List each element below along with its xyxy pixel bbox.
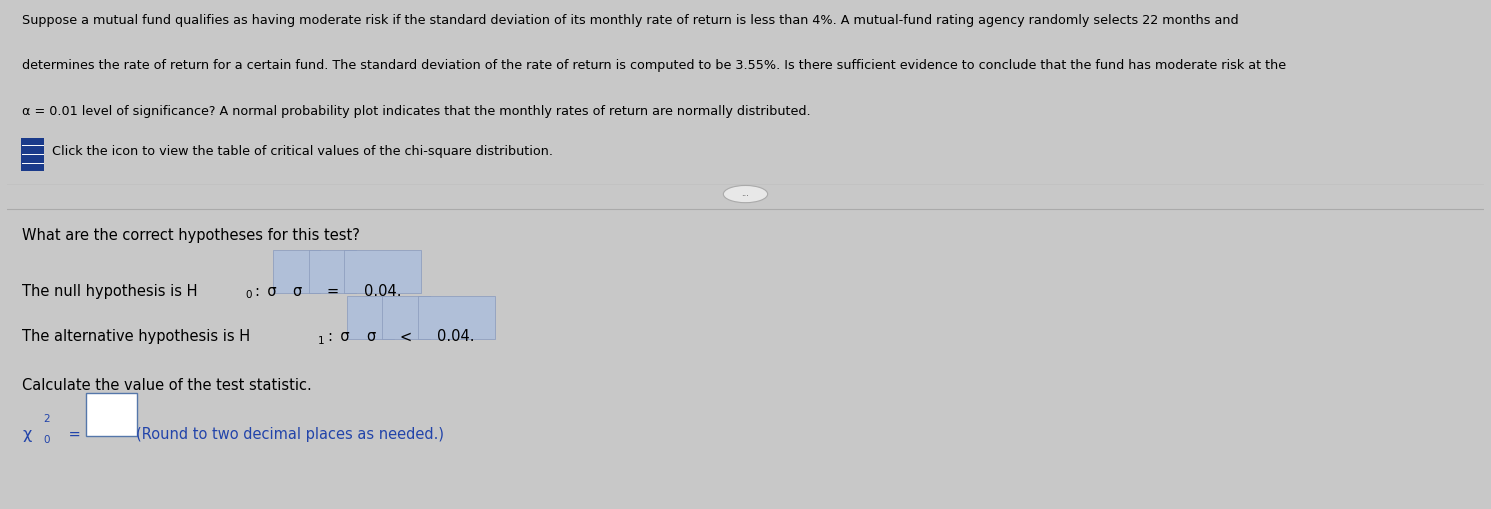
Text: =: = bbox=[327, 283, 338, 298]
Text: What are the correct hypotheses for this test?: What are the correct hypotheses for this… bbox=[22, 228, 361, 243]
Text: : σ: : σ bbox=[328, 329, 349, 344]
FancyBboxPatch shape bbox=[309, 251, 356, 294]
Text: 2: 2 bbox=[43, 413, 49, 423]
FancyBboxPatch shape bbox=[21, 139, 45, 172]
Text: Calculate the value of the test statistic.: Calculate the value of the test statisti… bbox=[22, 378, 312, 392]
FancyBboxPatch shape bbox=[85, 393, 137, 436]
Text: (Round to two decimal places as needed.): (Round to two decimal places as needed.) bbox=[136, 427, 444, 441]
Text: <: < bbox=[400, 329, 412, 344]
Ellipse shape bbox=[723, 186, 768, 203]
FancyBboxPatch shape bbox=[417, 297, 495, 340]
Text: 0.04.: 0.04. bbox=[437, 329, 476, 344]
Text: : σ: : σ bbox=[255, 283, 277, 298]
Text: 0.04.: 0.04. bbox=[364, 283, 401, 298]
Text: Click the icon to view the table of critical values of the chi-square distributi: Click the icon to view the table of crit… bbox=[52, 145, 553, 158]
Text: ...: ... bbox=[741, 189, 750, 198]
Text: χ: χ bbox=[22, 427, 31, 441]
Text: σ: σ bbox=[292, 283, 301, 298]
Text: The null hypothesis is H: The null hypothesis is H bbox=[22, 283, 198, 298]
Text: α = 0.01 level of significance? A normal probability plot indicates that the mon: α = 0.01 level of significance? A normal… bbox=[22, 104, 811, 118]
Text: =: = bbox=[64, 427, 85, 441]
Text: 0: 0 bbox=[246, 290, 252, 300]
Text: The alternative hypothesis is H: The alternative hypothesis is H bbox=[22, 329, 250, 344]
Text: 1: 1 bbox=[318, 335, 325, 346]
FancyBboxPatch shape bbox=[382, 297, 429, 340]
FancyBboxPatch shape bbox=[347, 297, 394, 340]
FancyBboxPatch shape bbox=[344, 251, 420, 294]
Text: determines the rate of return for a certain fund. The standard deviation of the : determines the rate of return for a cert… bbox=[22, 59, 1287, 72]
Text: σ: σ bbox=[365, 329, 376, 344]
FancyBboxPatch shape bbox=[273, 251, 321, 294]
Text: 0: 0 bbox=[43, 434, 49, 444]
Text: Suppose a mutual fund qualifies as having moderate risk if the standard deviatio: Suppose a mutual fund qualifies as havin… bbox=[22, 14, 1239, 27]
